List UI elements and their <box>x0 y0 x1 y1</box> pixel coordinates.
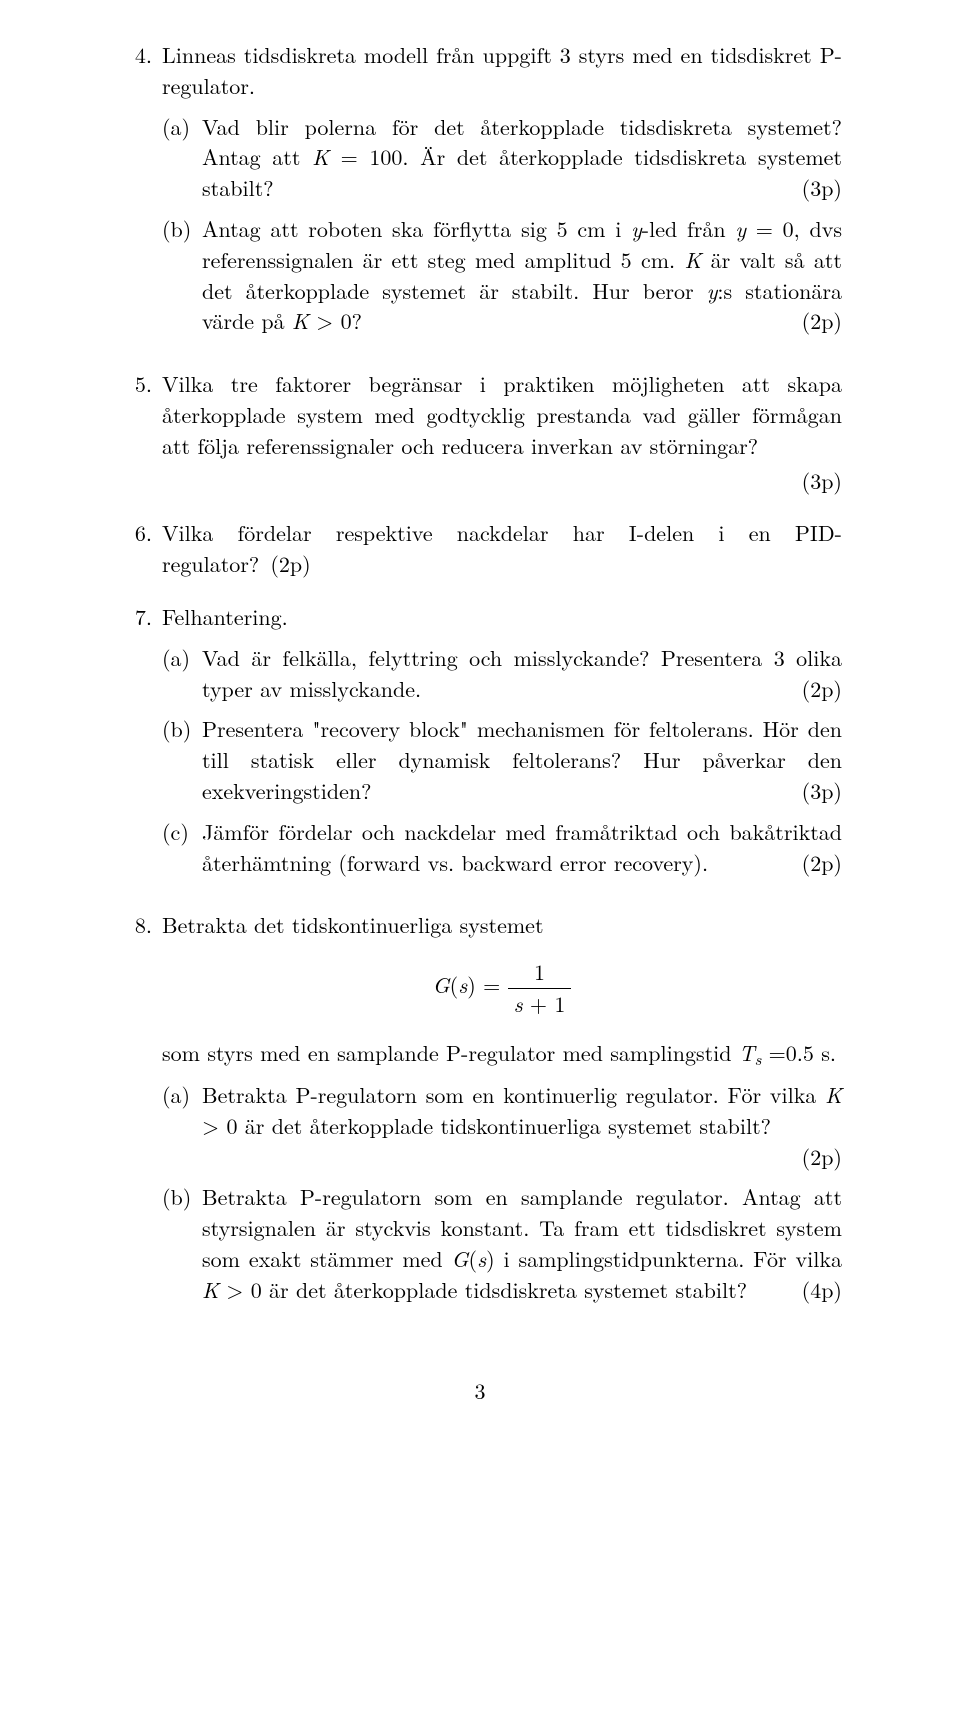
question-8a-label: (a) <box>162 1080 202 1172</box>
question-4b: (b) Antag att roboten ska förflytta sig … <box>162 214 842 337</box>
question-8a-points: (2p) <box>802 1141 842 1172</box>
question-5-body: Vilka tre faktorer begränsar i praktiken… <box>162 369 842 496</box>
question-8a: (a) Betrakta P-regulatorn som en kontinu… <box>162 1080 842 1172</box>
question-8b-text: Betrakta P-regulatorn som en samplande r… <box>202 1182 842 1305</box>
question-4a-text: Vad blir polerna för det återkopplade ti… <box>202 112 842 204</box>
question-8a-text: Betrakta P-regulatorn som en kontinuerli… <box>202 1080 842 1172</box>
question-7c-points: (2p) <box>802 848 842 879</box>
question-7-intro: Felhantering. <box>162 601 288 632</box>
question-8: 8. Betrakta det tidskontinuerliga system… <box>118 910 842 1315</box>
question-7c-label: (c) <box>162 817 202 879</box>
question-6-body: Vilka fördelar respektive nackdelar har … <box>162 518 842 580</box>
question-4b-text: Antag att roboten ska förflytta sig 5 cm… <box>202 214 842 337</box>
question-7c: (c) Jämför fördelar och nackdelar med fr… <box>162 817 842 879</box>
question-8b-label: (b) <box>162 1182 202 1305</box>
question-4b-points: (2p) <box>802 306 842 337</box>
question-6-text: Vilka fördelar respektive nackdelar har … <box>162 517 842 579</box>
question-5-points: (3p) <box>802 465 842 496</box>
question-8-intro: Betrakta det tidskontinuerliga systemet <box>162 909 544 940</box>
question-8-after-eq-prefix: som styrs med en samplande P-regulator m… <box>162 1037 739 1068</box>
question-8-equation: G(s) = 1 s + 1 <box>162 957 842 1020</box>
eq-numerator: 1 <box>508 957 572 989</box>
eq-denominator: s + 1 <box>508 989 572 1020</box>
ts-symbol: T <box>739 1037 755 1068</box>
eq-fraction: 1 s + 1 <box>508 957 572 1020</box>
question-4-body: Linneas tidsdiskreta modell från uppgift… <box>162 40 842 347</box>
question-7-number: 7. <box>118 602 162 888</box>
question-7b: (b) Presentera "recovery block" mechanis… <box>162 714 842 806</box>
question-7b-text: Presentera "recovery block" mechanismen … <box>202 714 842 806</box>
question-8-number: 8. <box>118 910 162 1315</box>
question-7c-text-span: Jämför fördelar och nackdelar med framåt… <box>202 816 842 878</box>
question-8-body: Betrakta det tidskontinuerliga systemet … <box>162 910 842 1315</box>
question-4-subitems: (a) Vad blir polerna för det återkopplad… <box>162 112 842 338</box>
question-7a-points: (2p) <box>802 674 842 705</box>
question-7-body: Felhantering. (a) Vad är felkälla, felyt… <box>162 602 842 888</box>
page: 4. Linneas tidsdiskreta modell från uppg… <box>0 0 960 1466</box>
question-7a-label: (a) <box>162 643 202 705</box>
question-6-points: (2p) <box>270 548 310 579</box>
question-4-number: 4. <box>118 40 162 347</box>
question-7b-text-span: Presentera "recovery block" mechanismen … <box>202 713 842 806</box>
question-7b-label: (b) <box>162 714 202 806</box>
eq-lhs: G <box>433 969 450 1000</box>
question-7b-points: (3p) <box>802 776 842 807</box>
question-5-text: Vilka tre faktorer begränsar i praktiken… <box>162 368 842 461</box>
question-4a-label: (a) <box>162 112 202 204</box>
question-5-number: 5. <box>118 369 162 496</box>
question-4-intro: Linneas tidsdiskreta modell från uppgift… <box>162 39 842 101</box>
question-7a-text-span: Vad är felkälla, felyttring och misslyck… <box>202 642 842 704</box>
question-8b-points: (4p) <box>802 1275 842 1306</box>
question-4b-label: (b) <box>162 214 202 337</box>
question-4a: (a) Vad blir polerna för det återkopplad… <box>162 112 842 204</box>
question-7a-text: Vad är felkälla, felyttring och misslyck… <box>202 643 842 705</box>
question-5: 5. Vilka tre faktorer begränsar i prakti… <box>118 369 842 496</box>
question-8b: (b) Betrakta P-regulatorn som en samplan… <box>162 1182 842 1305</box>
question-8-after-eq-suffix: =0.5 s. <box>761 1037 836 1068</box>
question-8-subitems: (a) Betrakta P-regulatorn som en kontinu… <box>162 1080 842 1306</box>
question-6: 6. Vilka fördelar respektive nackdelar h… <box>118 518 842 580</box>
question-4: 4. Linneas tidsdiskreta modell från uppg… <box>118 40 842 347</box>
question-7a: (a) Vad är felkälla, felyttring och miss… <box>162 643 842 705</box>
question-7-subitems: (a) Vad är felkälla, felyttring och miss… <box>162 643 842 879</box>
question-7: 7. Felhantering. (a) Vad är felkälla, fe… <box>118 602 842 888</box>
page-number: 3 <box>118 1376 842 1407</box>
question-7c-text: Jämför fördelar och nackdelar med framåt… <box>202 817 842 879</box>
question-4a-points: (3p) <box>802 173 842 204</box>
question-6-number: 6. <box>118 518 162 580</box>
question-8-after-eq: som styrs med en samplande P-regulator m… <box>162 1038 842 1070</box>
